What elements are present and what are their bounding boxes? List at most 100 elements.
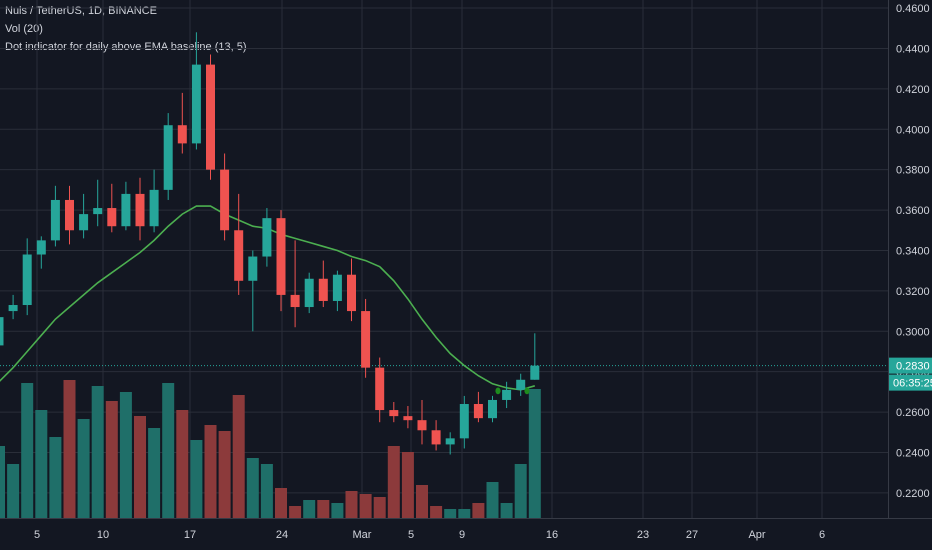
price-axis[interactable]: 0.22000.24000.26000.28000.30000.32000.34… [888,0,932,550]
volume-legend[interactable]: Vol (20) [5,23,43,35]
candle-body [22,254,32,306]
candle-body [65,199,74,231]
candle-body [149,189,159,227]
volume-bar [232,395,245,518]
volume-bar [416,485,428,518]
candle-body [206,64,215,170]
volume-bar [7,464,20,518]
candle-body [304,278,314,308]
volume-bar [401,452,414,518]
time-axis[interactable]: 5 10 17 24 Mar 5 9 16 23 27 Apr 6 [0,518,932,550]
volume-bar [119,392,132,518]
price-tick-label: 0.3800 [896,165,930,177]
candle [248,250,258,332]
volume-bar [162,383,175,518]
countdown-tag [889,374,932,391]
candle-body [177,125,187,144]
candle [107,183,117,233]
candle [403,406,413,429]
time-axis-bg [0,518,888,550]
last-price-label: 0.2830 [896,361,930,373]
volume-bar [77,419,90,518]
volume-bar [218,431,231,518]
time-tick-label: 17 [184,529,196,541]
candle-body [502,389,512,400]
candle [276,210,286,312]
volume-bar [486,482,499,518]
volume-bar [444,509,457,518]
candle-body [36,240,46,255]
candle [530,333,540,380]
candle [332,270,342,312]
candle [389,401,399,423]
indicator-dot [524,387,530,395]
volume-bar [190,440,203,518]
candle-body [375,367,385,411]
price-tick-label: 0.2600 [896,407,930,419]
candle [79,193,89,239]
volume-bar [260,464,273,518]
candle [375,357,385,423]
candle [304,272,314,314]
price-tick-label: 0.3400 [896,245,930,257]
volume-bar [105,401,118,518]
time-tick-label: Apr [748,529,765,541]
candle [93,179,103,227]
candle [459,395,469,449]
time-tick-label: 6 [819,529,825,541]
candle-body [220,169,230,231]
volume-bar [91,386,104,518]
candle [135,177,145,241]
candle [163,113,173,200]
price-tick-label: 0.2200 [896,488,930,500]
candle-body [488,399,497,419]
candle-body [389,410,399,417]
volume-bar [345,491,358,518]
last-price-tag [889,357,932,374]
volume-bar [49,437,62,518]
candle-body [234,230,244,281]
volume-bar [331,503,344,518]
price-tick-label: 0.3000 [896,326,930,338]
candle [417,399,427,445]
volume-bar [289,506,302,518]
candle-body [93,208,103,215]
candle [8,294,18,320]
volume-bar [246,458,259,518]
time-tick-label: 24 [276,529,288,541]
volume-bar [387,446,400,518]
candle-body [431,430,441,445]
time-tick-label: Mar [353,529,372,541]
candle [445,432,455,455]
price-tick-label: 0.3600 [896,205,930,217]
candle [50,185,60,247]
candle-body [50,199,60,241]
grid [0,0,888,518]
candle-body [417,420,427,431]
candle [121,181,131,231]
price-tick-label: 0.4400 [896,43,930,55]
candle [431,420,441,451]
candle [262,208,272,267]
candle-body [262,218,272,257]
indicator-legend[interactable]: Dot indicator for daily above EMA baseli… [5,41,247,53]
candle [234,193,244,295]
candle [516,373,526,396]
candle [361,298,371,378]
candle-body [248,256,258,281]
candle [36,236,46,269]
candle [177,92,187,154]
countdown-label: 06:35:25 [893,378,932,390]
candle-body [163,125,173,190]
candle [149,169,159,233]
candle [502,381,512,409]
time-tick-label: 9 [459,529,465,541]
price-axis-bg [888,0,932,550]
candle-body [445,438,455,445]
volume-bar [528,389,541,518]
indicator-dot [495,387,501,395]
volume-bar [514,464,527,518]
candle [206,54,215,180]
candle-body [516,379,526,390]
